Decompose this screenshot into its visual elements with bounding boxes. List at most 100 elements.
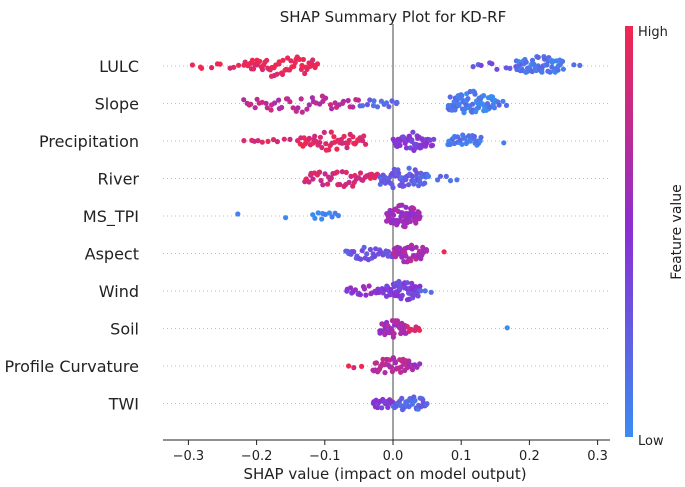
shap-point	[386, 104, 392, 110]
shap-point	[391, 212, 397, 218]
shap-point	[327, 102, 334, 108]
shap-point	[547, 69, 553, 75]
shap-point	[318, 177, 324, 184]
shap-point	[472, 91, 478, 97]
feature-label: Soil	[110, 320, 139, 339]
shap-point	[476, 104, 482, 111]
x-tick-label: −0.1	[309, 449, 341, 464]
shap-point	[317, 169, 323, 175]
shap-point	[231, 64, 237, 70]
shap-point	[295, 105, 301, 111]
shap-point	[335, 213, 341, 219]
feature-label: LULC	[99, 57, 139, 76]
shap-point	[496, 102, 502, 108]
shap-point	[470, 101, 476, 107]
shap-point	[559, 58, 566, 64]
shap-point	[236, 62, 242, 68]
shap-point	[412, 397, 418, 404]
shap-point	[382, 174, 388, 180]
shap-point	[391, 331, 397, 337]
shap-point	[389, 98, 395, 104]
shap-point	[363, 292, 369, 298]
colorbar-title: Feature value	[669, 184, 685, 280]
shap-point	[577, 62, 583, 68]
shap-point	[560, 66, 567, 72]
shap-point	[367, 246, 373, 253]
shap-point	[555, 67, 561, 73]
x-tick-label: 0.0	[383, 449, 404, 464]
x-tick-label: −0.3	[173, 449, 205, 464]
shap-point	[306, 102, 312, 108]
shap-point	[350, 134, 356, 140]
shap-point	[454, 177, 460, 183]
shap-point	[447, 178, 454, 184]
shap-point	[249, 57, 255, 63]
shap-point	[350, 104, 356, 110]
shap-point	[417, 214, 423, 220]
shap-point	[309, 95, 315, 101]
shap-point	[544, 62, 550, 68]
shap-point	[299, 109, 305, 115]
shap-point	[418, 288, 424, 294]
shap-point	[348, 285, 354, 291]
shap-point	[332, 100, 338, 106]
shap-point	[535, 54, 541, 61]
shap-point	[359, 103, 366, 109]
shap-point	[459, 141, 465, 147]
shap-point	[413, 220, 419, 226]
x-axis-ticks: −0.3 −0.2 −0.1 0.0 0.1 0.2 0.3	[173, 440, 608, 464]
shap-point	[209, 65, 215, 71]
shap-point	[298, 96, 304, 102]
shap-point	[325, 181, 331, 187]
shap-point	[392, 360, 399, 366]
shap-point	[409, 367, 416, 373]
shap-point	[241, 97, 247, 103]
shap-point	[409, 246, 415, 252]
shap-point	[319, 144, 325, 151]
shap-point	[404, 280, 410, 286]
shap-point	[401, 183, 407, 189]
shap-point	[344, 145, 350, 151]
shap-point	[402, 224, 408, 230]
feature-label: River	[98, 170, 140, 189]
x-tick-label: 0.1	[451, 449, 472, 464]
x-tick-label: 0.3	[587, 449, 608, 464]
shap-point	[383, 100, 390, 106]
shap-point	[399, 202, 405, 208]
feature-label: Slope	[95, 95, 139, 114]
shap-point	[358, 256, 364, 262]
shap-point	[410, 129, 416, 135]
shap-point	[337, 181, 343, 188]
shap-point	[364, 102, 370, 108]
shap-point	[385, 249, 391, 255]
shap-point	[414, 170, 420, 176]
shap-point	[315, 210, 321, 216]
x-tick-label: 0.2	[519, 449, 540, 464]
shap-point	[404, 324, 410, 330]
shap-point	[399, 254, 405, 260]
shap-point	[413, 244, 419, 250]
colorbar-low-label: Low	[638, 434, 664, 449]
shap-point	[252, 105, 258, 111]
feature-label: TWI	[108, 395, 139, 414]
shap-point	[319, 216, 325, 222]
shap-point	[507, 65, 513, 71]
shap-point	[341, 133, 347, 139]
shap-point	[416, 183, 422, 189]
shap-point	[268, 107, 274, 113]
shap-point	[500, 98, 506, 104]
shap-point	[357, 170, 364, 176]
shap-point	[478, 62, 484, 68]
shap-point	[459, 93, 465, 99]
shap-point	[515, 59, 522, 65]
shap-point	[394, 99, 400, 105]
shap-point	[312, 133, 318, 139]
shap-point	[276, 97, 282, 103]
feature-rows: LULC Slope Precipitation River MS_TPI Aspect W…	[5, 57, 610, 414]
shap-point	[328, 175, 334, 181]
shap-point	[298, 66, 304, 72]
shap-point	[408, 258, 414, 264]
shap-point	[274, 71, 280, 77]
shap-point	[331, 134, 337, 140]
shap-point	[373, 246, 379, 252]
